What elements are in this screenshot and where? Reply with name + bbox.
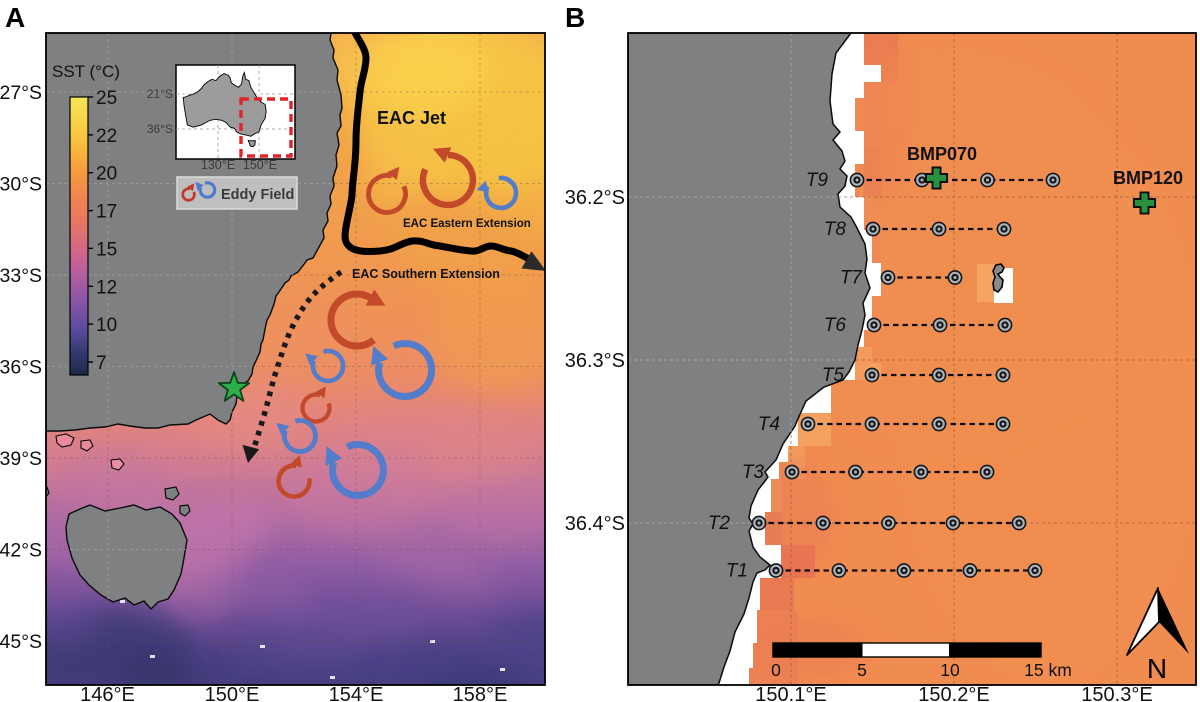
svg-text:33°S: 33°S (0, 265, 42, 287)
svg-text:0: 0 (771, 660, 781, 680)
svg-text:T7: T7 (840, 268, 864, 289)
svg-text:20: 20 (96, 164, 117, 185)
svg-text:45°S: 45°S (0, 631, 42, 653)
svg-text:A: A (5, 2, 25, 33)
svg-text:BMP120: BMP120 (1113, 168, 1183, 188)
svg-text:BMP070: BMP070 (907, 144, 977, 164)
svg-text:EAC Southern Extension: EAC Southern Extension (352, 267, 500, 281)
svg-text:T2: T2 (708, 513, 731, 534)
svg-text:150.3°E: 150.3°E (1081, 684, 1152, 702)
svg-text:30°S: 30°S (0, 174, 42, 196)
svg-text:130°E: 130°E (201, 158, 235, 172)
svg-text:T8: T8 (824, 219, 847, 240)
svg-text:150.1°E: 150.1°E (755, 684, 826, 702)
svg-text:15: 15 (96, 239, 117, 260)
svg-text:42°S: 42°S (0, 540, 42, 562)
svg-text:150°E: 150°E (205, 684, 260, 702)
svg-text:N: N (1147, 653, 1167, 684)
svg-text:T6: T6 (824, 315, 847, 336)
svg-text:154°E: 154°E (329, 684, 384, 702)
svg-text:36°S: 36°S (147, 122, 173, 136)
svg-text:SST (°C): SST (°C) (52, 62, 120, 81)
svg-text:17: 17 (96, 202, 117, 223)
svg-text:27°S: 27°S (0, 82, 42, 104)
svg-text:T4: T4 (758, 414, 780, 435)
svg-text:12: 12 (96, 277, 117, 298)
svg-text:36.3°S: 36.3°S (565, 350, 625, 372)
svg-text:B: B (565, 2, 585, 33)
svg-text:EAC Eastern Extension: EAC Eastern Extension (403, 218, 531, 230)
svg-text:36.4°S: 36.4°S (565, 513, 625, 535)
svg-text:22: 22 (96, 126, 117, 147)
svg-text:T3: T3 (742, 462, 765, 483)
svg-text:EAC Jet: EAC Jet (377, 108, 446, 128)
svg-text:T9: T9 (806, 170, 829, 191)
svg-text:150°E: 150°E (243, 158, 277, 172)
svg-text:T5: T5 (822, 365, 845, 386)
svg-text:5: 5 (857, 660, 867, 680)
svg-text:10: 10 (96, 315, 117, 336)
svg-text:15 km: 15 km (1024, 660, 1072, 680)
svg-text:146°E: 146°E (80, 684, 135, 702)
svg-text:39°S: 39°S (0, 448, 42, 470)
svg-text:36°S: 36°S (0, 357, 42, 379)
svg-text:T1: T1 (726, 561, 748, 582)
svg-text:150.2°E: 150.2°E (918, 684, 989, 702)
svg-text:25: 25 (96, 88, 117, 109)
svg-text:7: 7 (96, 353, 107, 374)
svg-text:10: 10 (940, 660, 960, 680)
svg-text:36.2°S: 36.2°S (565, 187, 625, 209)
svg-text:Eddy Field: Eddy Field (221, 187, 294, 203)
svg-text:21°S: 21°S (147, 87, 173, 101)
svg-text:158°E: 158°E (453, 684, 508, 702)
